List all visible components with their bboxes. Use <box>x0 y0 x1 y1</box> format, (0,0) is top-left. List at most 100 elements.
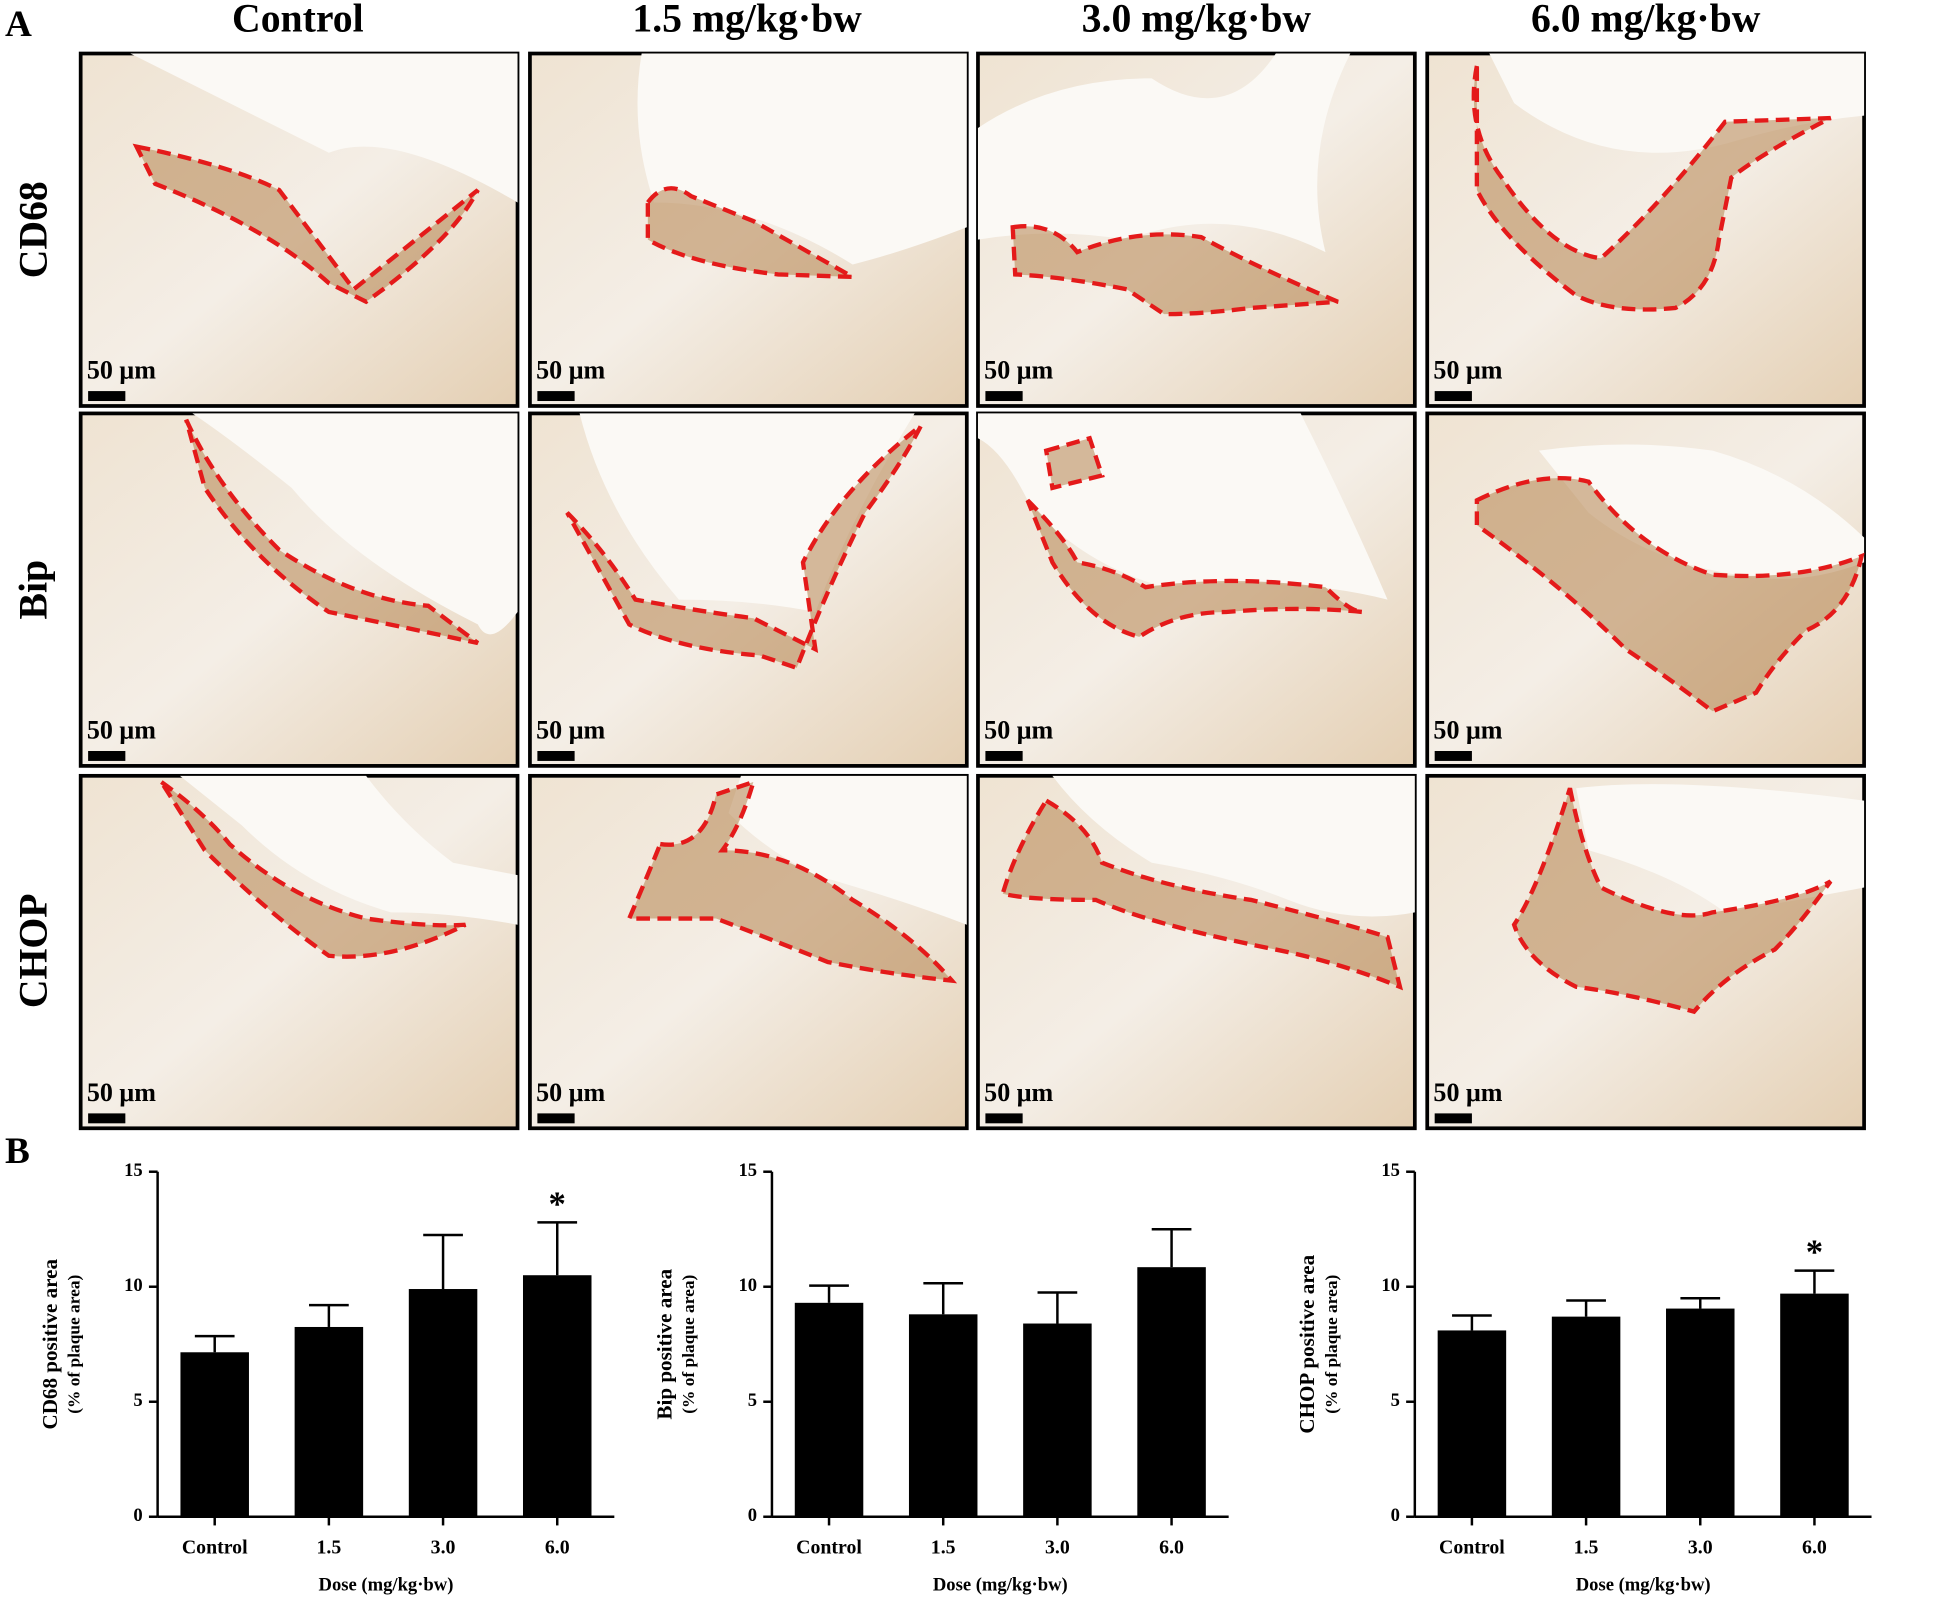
plaque-outline <box>625 778 958 984</box>
y-tick-label: 0 <box>1391 1505 1400 1526</box>
scale-bar <box>1434 391 1472 402</box>
scale-label: 50 μm <box>1433 715 1502 744</box>
significance-mark: * <box>549 1184 566 1223</box>
x-tick-label: Control <box>796 1537 862 1559</box>
lumen <box>1576 784 1865 913</box>
lumen <box>130 53 518 203</box>
scale-label: 50 μm <box>536 1078 605 1107</box>
plaque-outline <box>1511 787 1833 1015</box>
scale-bar <box>1434 1113 1472 1124</box>
scale-label: 50 μm <box>984 355 1053 384</box>
plaque-outline <box>565 424 923 671</box>
x-axis-title: Dose (mg/kg·bw) <box>933 1575 1068 1596</box>
x-tick-label: 3.0 <box>431 1537 456 1559</box>
y-axis-title: CD68 positive area <box>38 1258 62 1429</box>
x-tick-label: 1.5 <box>316 1537 341 1559</box>
plaque-outline <box>184 418 480 646</box>
plaque-outline <box>1471 65 1832 312</box>
panel-label: B <box>5 1131 30 1172</box>
y-tick-label: 5 <box>1391 1390 1400 1411</box>
scale-label: 50 μm <box>1433 1078 1502 1107</box>
x-tick-label: 6.0 <box>545 1537 570 1559</box>
plaque-outline <box>132 143 480 305</box>
scale-bar <box>537 750 575 761</box>
significance-mark: * <box>1806 1233 1823 1272</box>
row-label: CHOP <box>11 893 55 1008</box>
bar <box>1551 1316 1621 1517</box>
column-header: 1.5 mg/kg·bw <box>632 0 862 41</box>
lumen <box>192 413 518 635</box>
y-axis-title: Bip positive area <box>652 1268 676 1419</box>
y-tick-label: 5 <box>133 1390 142 1411</box>
bar <box>522 1275 592 1517</box>
micrograph: 50 μm <box>528 773 969 1131</box>
x-tick-label: 1.5 <box>1574 1537 1599 1559</box>
micrograph: 50 μm <box>528 51 969 408</box>
plaque-outline <box>1474 475 1865 714</box>
y-axis-title: CHOP positive area <box>1295 1254 1319 1433</box>
y-tick-label: 10 <box>1381 1275 1400 1296</box>
micrograph: 50 μm <box>976 411 1417 768</box>
bar <box>294 1326 364 1517</box>
y-tick-label: 0 <box>748 1505 757 1526</box>
scale-label: 50 μm <box>536 355 605 384</box>
lumen <box>728 775 967 925</box>
plaque-outline <box>159 780 467 959</box>
x-tick-label: 1.5 <box>931 1537 956 1559</box>
scale-label: 50 μm <box>984 1078 1053 1107</box>
micrograph: 50 μm <box>78 411 520 768</box>
x-axis-title: Dose (mg/kg·bw) <box>319 1575 454 1596</box>
x-tick-label: 3.0 <box>1688 1537 1713 1559</box>
x-axis-title: Dose (mg/kg·bw) <box>1576 1575 1711 1596</box>
scale-bar <box>985 1113 1023 1124</box>
micrograph: 50 μm <box>78 51 520 408</box>
bar <box>794 1302 864 1517</box>
micrograph: 50 μm <box>78 773 520 1131</box>
micrograph: 50 μm <box>1425 773 1866 1131</box>
y-tick-label: 10 <box>738 1275 757 1296</box>
plaque-outline <box>1025 435 1363 640</box>
bar <box>1437 1330 1507 1517</box>
micrograph: 50 μm <box>528 411 969 768</box>
y-axis-subtitle: (% of plaque area) <box>679 1274 698 1413</box>
y-tick-label: 15 <box>124 1160 143 1181</box>
x-tick-label: Control <box>182 1537 248 1559</box>
x-tick-label: 6.0 <box>1159 1537 1184 1559</box>
panel-label: A <box>5 4 32 45</box>
lumen <box>637 53 967 265</box>
y-tick-label: 5 <box>748 1390 757 1411</box>
y-tick-label: 0 <box>133 1505 142 1526</box>
x-tick-label: 6.0 <box>1802 1537 1827 1559</box>
scale-label: 50 μm <box>1433 355 1502 384</box>
bar <box>1137 1267 1206 1517</box>
plaque-outline <box>1010 224 1339 317</box>
y-axis-subtitle: (% of plaque area) <box>65 1274 84 1413</box>
scale-bar <box>985 750 1023 761</box>
scale-label: 50 μm <box>87 1078 156 1107</box>
y-tick-label: 15 <box>1381 1160 1400 1181</box>
x-tick-label: 3.0 <box>1045 1537 1070 1559</box>
scale-label: 50 μm <box>984 715 1053 744</box>
scale-bar <box>537 391 575 402</box>
scale-bar <box>88 391 126 402</box>
scale-label: 50 μm <box>536 715 605 744</box>
y-tick-label: 15 <box>738 1160 757 1181</box>
micrograph: 50 μm <box>1425 51 1866 408</box>
bar <box>1666 1308 1735 1517</box>
row-label: CD68 <box>11 181 55 278</box>
plaque-outline <box>1000 797 1404 991</box>
plaque-outline <box>645 186 854 280</box>
lumen <box>179 775 518 925</box>
row-label: Bip <box>11 560 55 620</box>
y-tick-label: 10 <box>124 1275 143 1296</box>
bar <box>1780 1293 1849 1517</box>
bar <box>908 1314 978 1517</box>
column-header: Control <box>232 0 364 41</box>
x-tick-label: Control <box>1439 1537 1505 1559</box>
column-header: 6.0 mg/kg·bw <box>1531 0 1761 41</box>
scale-bar <box>88 1113 126 1124</box>
lumen <box>1538 444 1865 579</box>
bar <box>180 1352 249 1517</box>
scale-bar <box>88 750 126 761</box>
